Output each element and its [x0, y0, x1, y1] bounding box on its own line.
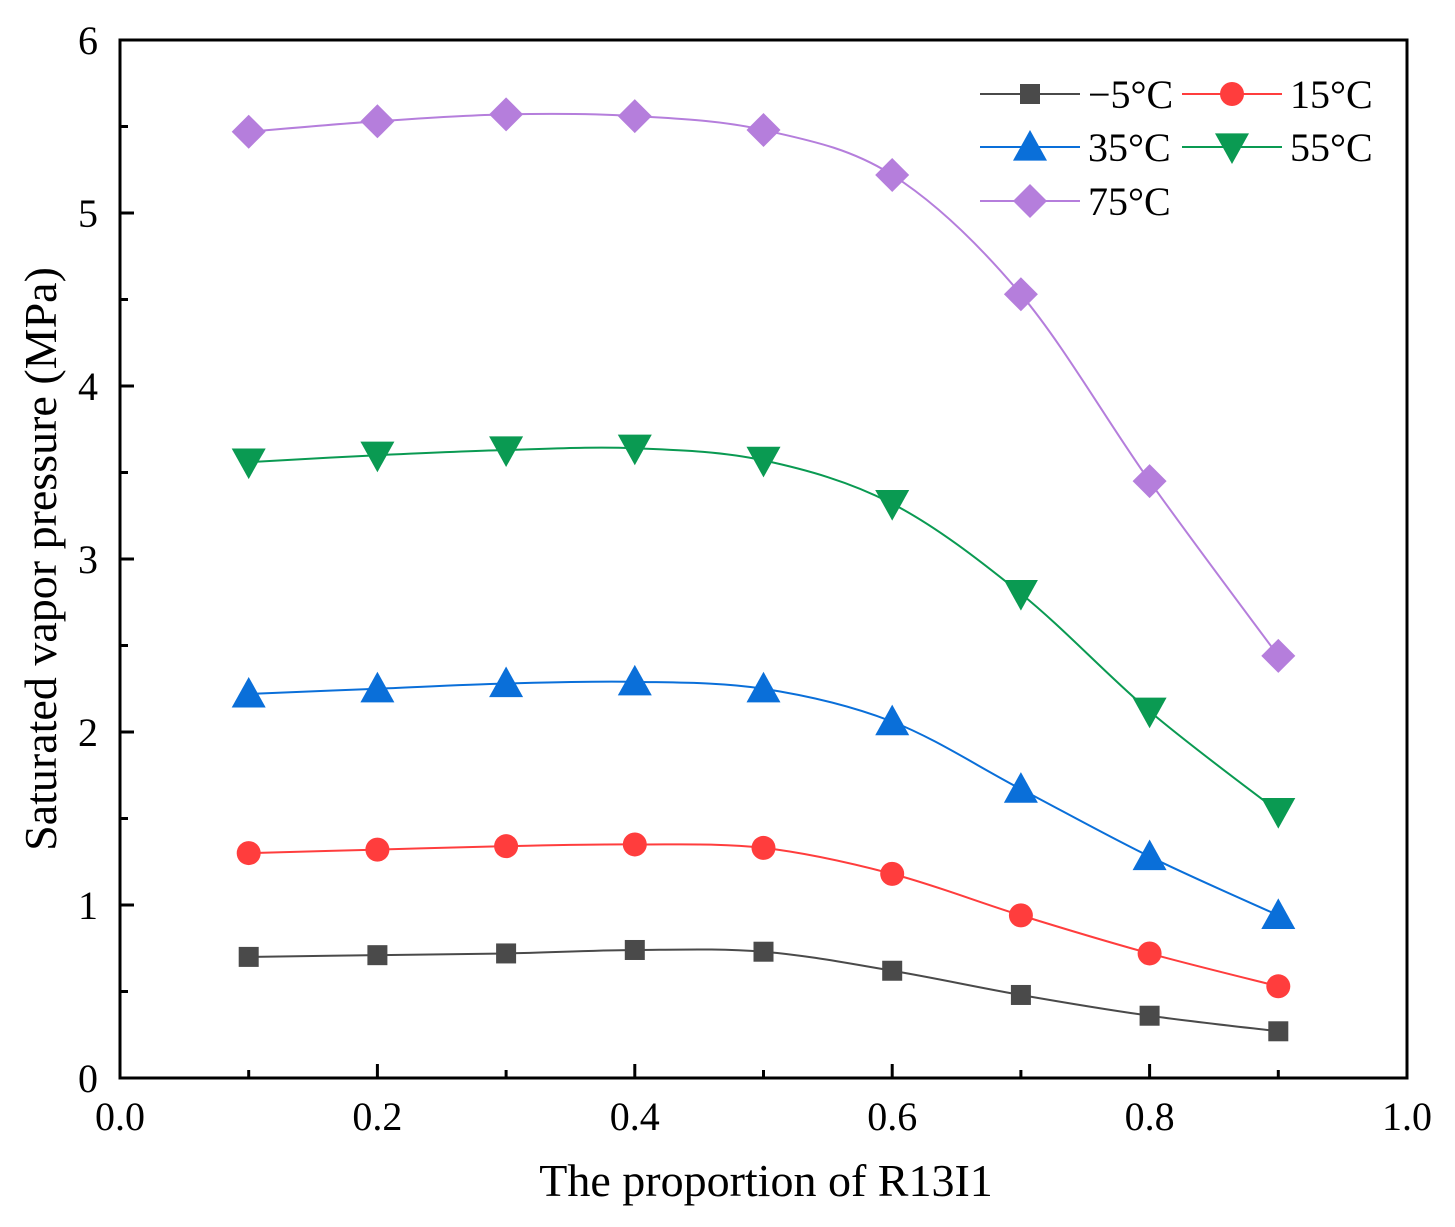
data-point	[617, 434, 652, 466]
data-point	[489, 666, 524, 698]
y-axis: 0 1 2 3 4 5 6	[78, 18, 134, 1101]
legend-marker	[1013, 130, 1047, 161]
data-point	[624, 939, 645, 960]
data-point	[231, 114, 266, 149]
data-point	[617, 99, 652, 134]
data-point	[489, 436, 524, 468]
data-point	[489, 97, 524, 132]
data-point	[1268, 1021, 1289, 1042]
data-point	[367, 945, 388, 966]
data-point	[1003, 772, 1038, 803]
data-point	[753, 941, 774, 962]
y-tick-label: 4	[78, 364, 98, 409]
data-point	[1003, 277, 1038, 312]
legend-marker	[1013, 184, 1047, 218]
y-axis-title: Saturated vapor pressure (MPa)	[15, 267, 66, 851]
data-point	[1008, 903, 1033, 928]
data-point	[746, 112, 781, 147]
x-tick-label: 0.2	[352, 1094, 402, 1139]
data-point	[1261, 898, 1296, 929]
data-point	[1010, 984, 1031, 1005]
data-point	[875, 157, 910, 192]
y-tick-label: 3	[78, 537, 98, 582]
data-point	[1132, 464, 1167, 499]
series-markers	[231, 97, 1296, 1042]
data-point	[236, 841, 261, 866]
series-line-3	[248, 446, 1279, 813]
data-point	[746, 671, 781, 703]
series-line-4	[248, 112, 1280, 657]
series-line-0	[248, 948, 1279, 1033]
x-tick-label: 0.0	[95, 1094, 145, 1139]
legend-label: 75°C	[1088, 179, 1171, 224]
data-point	[1261, 797, 1296, 829]
data-point	[231, 448, 266, 480]
y-tick-label: 5	[78, 191, 98, 236]
legend-marker	[1220, 82, 1244, 106]
data-point	[882, 960, 903, 981]
legend-label: 15°C	[1290, 72, 1373, 117]
series-line-2	[248, 680, 1279, 917]
data-point	[622, 832, 647, 857]
data-point	[360, 104, 395, 139]
data-point	[365, 837, 390, 862]
data-point	[875, 490, 910, 521]
legend-label: −5°C	[1088, 72, 1173, 117]
data-point	[360, 441, 395, 473]
data-point	[360, 671, 395, 703]
y-tick-label: 6	[78, 18, 98, 63]
legend: −5°C 15°C 35°C 55°C 75°C	[980, 72, 1373, 224]
data-point	[1003, 580, 1038, 611]
data-point	[617, 664, 652, 696]
data-point	[238, 946, 259, 967]
x-axis: 0.0 0.2 0.4 0.6 0.8 1.0	[95, 1064, 1432, 1139]
x-axis-title: The proportion of R13I1	[539, 1155, 993, 1206]
data-point	[875, 704, 910, 736]
data-point	[1132, 697, 1167, 729]
x-tick-label: 0.4	[610, 1094, 660, 1139]
legend-label: 55°C	[1290, 125, 1373, 170]
data-point	[231, 676, 266, 708]
data-point	[494, 834, 519, 859]
y-tick-label: 1	[78, 883, 98, 928]
plot-frame	[118, 38, 1409, 1080]
legend-marker	[1020, 84, 1040, 104]
data-point	[1132, 839, 1167, 871]
x-tick-label: 1.0	[1382, 1094, 1432, 1139]
y-tick-label: 2	[78, 710, 98, 755]
data-point	[751, 835, 776, 860]
data-point	[880, 861, 905, 886]
data-point	[1139, 1005, 1160, 1026]
series-line-1	[248, 843, 1279, 988]
y-tick-label: 0	[78, 1056, 98, 1101]
data-point	[746, 446, 781, 478]
legend-marker	[1215, 133, 1249, 164]
series-lines	[248, 112, 1280, 1033]
x-tick-label: 0.8	[1125, 1094, 1175, 1139]
legend-label: 35°C	[1088, 125, 1171, 170]
data-point	[496, 943, 517, 964]
data-point	[1266, 974, 1291, 999]
data-point	[1137, 941, 1162, 966]
x-tick-label: 0.6	[867, 1094, 917, 1139]
data-point	[1261, 638, 1296, 673]
